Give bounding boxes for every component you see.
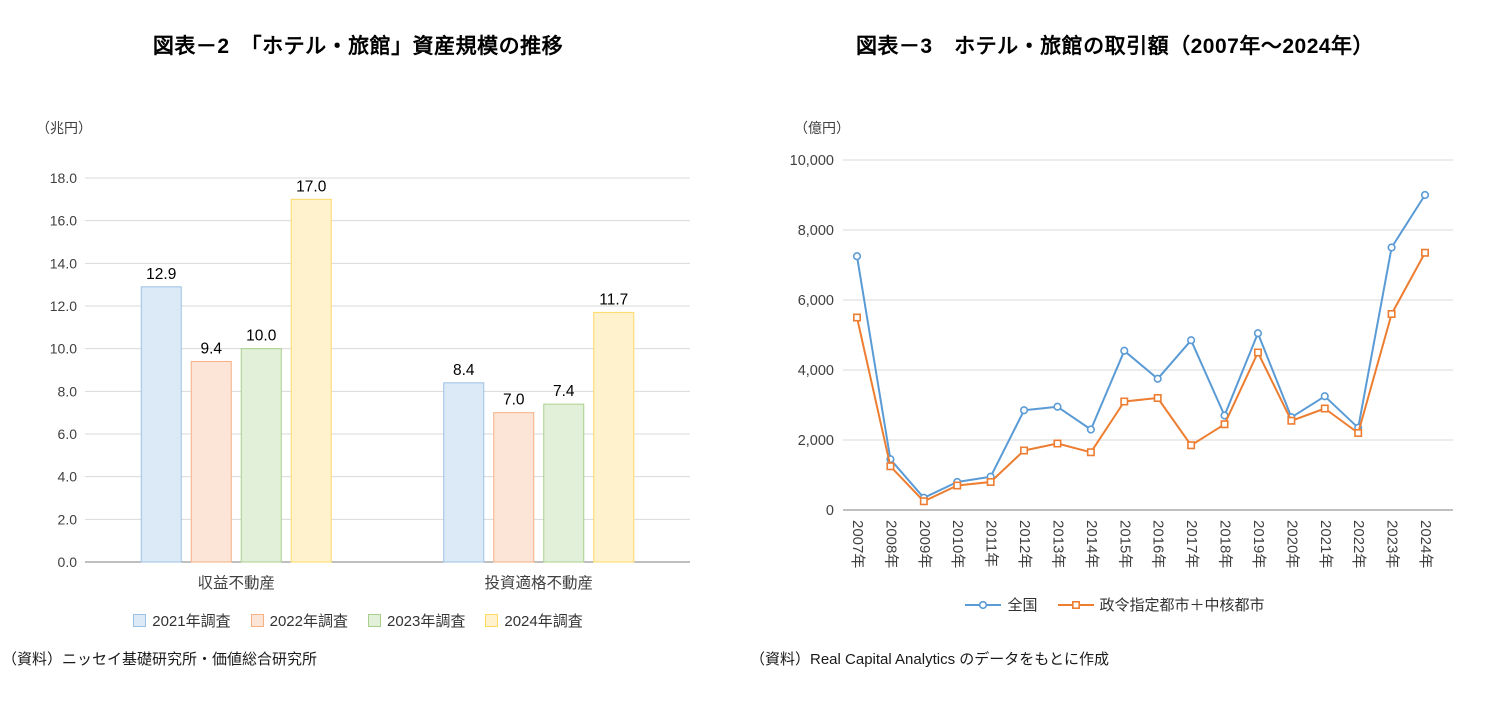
svg-text:2020年: 2020年 bbox=[1283, 520, 1300, 568]
svg-text:2022年: 2022年 bbox=[1350, 520, 1367, 568]
square-marker-sample bbox=[1057, 600, 1094, 609]
legend-label: 全国 bbox=[1007, 597, 1038, 614]
legend-label: 2024年調査 bbox=[504, 613, 583, 630]
transaction-line-chart: 0 2,000 4,000 6,000 8,000 10,000 2007年 2008年 200… bbox=[790, 153, 1453, 568]
svg-text:2024年: 2024年 bbox=[1417, 520, 1434, 568]
legend-label: 2021年調査 bbox=[152, 613, 231, 630]
svg-text:14.0: 14.0 bbox=[50, 255, 77, 271]
svg-text:2008年: 2008年 bbox=[882, 520, 899, 568]
svg-text:10,000: 10,000 bbox=[790, 153, 834, 169]
svg-text:収益不動産: 収益不動産 bbox=[197, 574, 275, 592]
svg-text:6.0: 6.0 bbox=[58, 426, 78, 442]
line-legend-item: 全国 bbox=[965, 594, 1038, 615]
asset-scale-legend: 2021年調査 2022年調査 2023年調査 2024年調査 bbox=[8, 610, 708, 631]
svg-text:10.0: 10.0 bbox=[246, 328, 277, 345]
legend-swatch bbox=[485, 614, 499, 627]
svg-text:12.0: 12.0 bbox=[50, 298, 77, 314]
bar-legend-item: 2021年調査 bbox=[133, 610, 231, 631]
transaction-chart-panel: 図表－3 ホテル・旅館の取引額（2007年～2024年） （億円） 0 2,000… bbox=[728, 0, 1489, 703]
svg-text:2015年: 2015年 bbox=[1116, 520, 1133, 568]
legend-label: 2023年調査 bbox=[387, 613, 466, 630]
transaction-source: （資料）Real Capital Analytics のデータをもとに作成 bbox=[750, 651, 1109, 668]
line-legend-item: 政令指定都市＋中核都市 bbox=[1057, 594, 1265, 615]
transaction-chart-title: 図表－3 ホテル・旅館の取引額（2007年～2024年） bbox=[855, 35, 1375, 58]
svg-text:投資適格不動産: 投資適格不動産 bbox=[484, 574, 593, 592]
asset-scale-chart-title: 図表－2 「ホテル・旅館」資産規模の推移 bbox=[152, 35, 564, 58]
svg-text:6,000: 6,000 bbox=[798, 293, 834, 309]
svg-text:8.4: 8.4 bbox=[453, 362, 475, 379]
svg-text:2013年: 2013年 bbox=[1049, 520, 1066, 568]
transaction-legend: 全国 政令指定都市＋中核都市 bbox=[750, 594, 1480, 615]
svg-text:2009年: 2009年 bbox=[916, 520, 933, 568]
svg-text:2,000: 2,000 bbox=[798, 433, 834, 449]
svg-text:2018年: 2018年 bbox=[1217, 520, 1234, 568]
svg-text:8.0: 8.0 bbox=[58, 383, 78, 399]
svg-text:16.0: 16.0 bbox=[50, 213, 77, 229]
svg-text:2019年: 2019年 bbox=[1250, 520, 1267, 568]
svg-text:4,000: 4,000 bbox=[798, 363, 834, 379]
svg-text:0.0: 0.0 bbox=[58, 554, 78, 570]
svg-text:2011年: 2011年 bbox=[983, 520, 1000, 567]
legend-label: 2022年調査 bbox=[269, 613, 348, 630]
svg-text:2012年: 2012年 bbox=[1016, 520, 1033, 568]
svg-text:0: 0 bbox=[826, 503, 834, 519]
svg-text:2016年: 2016年 bbox=[1150, 520, 1167, 568]
svg-text:10.0: 10.0 bbox=[50, 341, 77, 357]
transaction-unit-label: （億円） bbox=[794, 120, 850, 136]
svg-text:2023年: 2023年 bbox=[1384, 520, 1401, 568]
legend-label: 政令指定都市＋中核都市 bbox=[1099, 597, 1265, 614]
svg-text:2.0: 2.0 bbox=[58, 511, 78, 527]
bar-legend-item: 2024年調査 bbox=[485, 610, 583, 631]
svg-text:2007年: 2007年 bbox=[849, 520, 866, 568]
svg-text:7.4: 7.4 bbox=[553, 383, 575, 400]
legend-swatch bbox=[250, 614, 264, 627]
asset-scale-source: （資料）ニッセイ基礎研究所・価値総合研究所 bbox=[2, 651, 318, 668]
svg-text:7.0: 7.0 bbox=[503, 392, 525, 409]
circle-marker-sample bbox=[965, 600, 1002, 609]
svg-text:17.0: 17.0 bbox=[296, 178, 327, 195]
svg-text:8,000: 8,000 bbox=[798, 223, 834, 239]
svg-text:11.7: 11.7 bbox=[599, 291, 628, 308]
bar-legend-item: 2022年調査 bbox=[250, 610, 348, 631]
asset-scale-unit-label: （兆円） bbox=[36, 120, 92, 136]
svg-text:2014年: 2014年 bbox=[1083, 520, 1100, 568]
svg-text:12.9: 12.9 bbox=[146, 266, 176, 283]
svg-text:2017年: 2017年 bbox=[1183, 520, 1200, 568]
svg-text:9.4: 9.4 bbox=[200, 340, 222, 357]
svg-text:2021年: 2021年 bbox=[1317, 520, 1334, 568]
bar-legend-item: 2023年調査 bbox=[368, 610, 465, 631]
legend-swatch bbox=[368, 614, 381, 627]
svg-text:2010年: 2010年 bbox=[949, 520, 966, 568]
asset-scale-chart-panel: 図表－2 「ホテル・旅館」資産規模の推移 （兆円） 0.0 2.0 4.0 6.0 8.… bbox=[0, 0, 728, 703]
asset-scale-bar-chart: 0.0 2.0 4.0 6.0 8.0 10.0 12.0 14.0 16.0 18.0 12.9 9… bbox=[50, 170, 690, 592]
svg-text:4.0: 4.0 bbox=[58, 469, 78, 485]
legend-swatch bbox=[133, 614, 147, 627]
svg-text:18.0: 18.0 bbox=[50, 170, 77, 186]
